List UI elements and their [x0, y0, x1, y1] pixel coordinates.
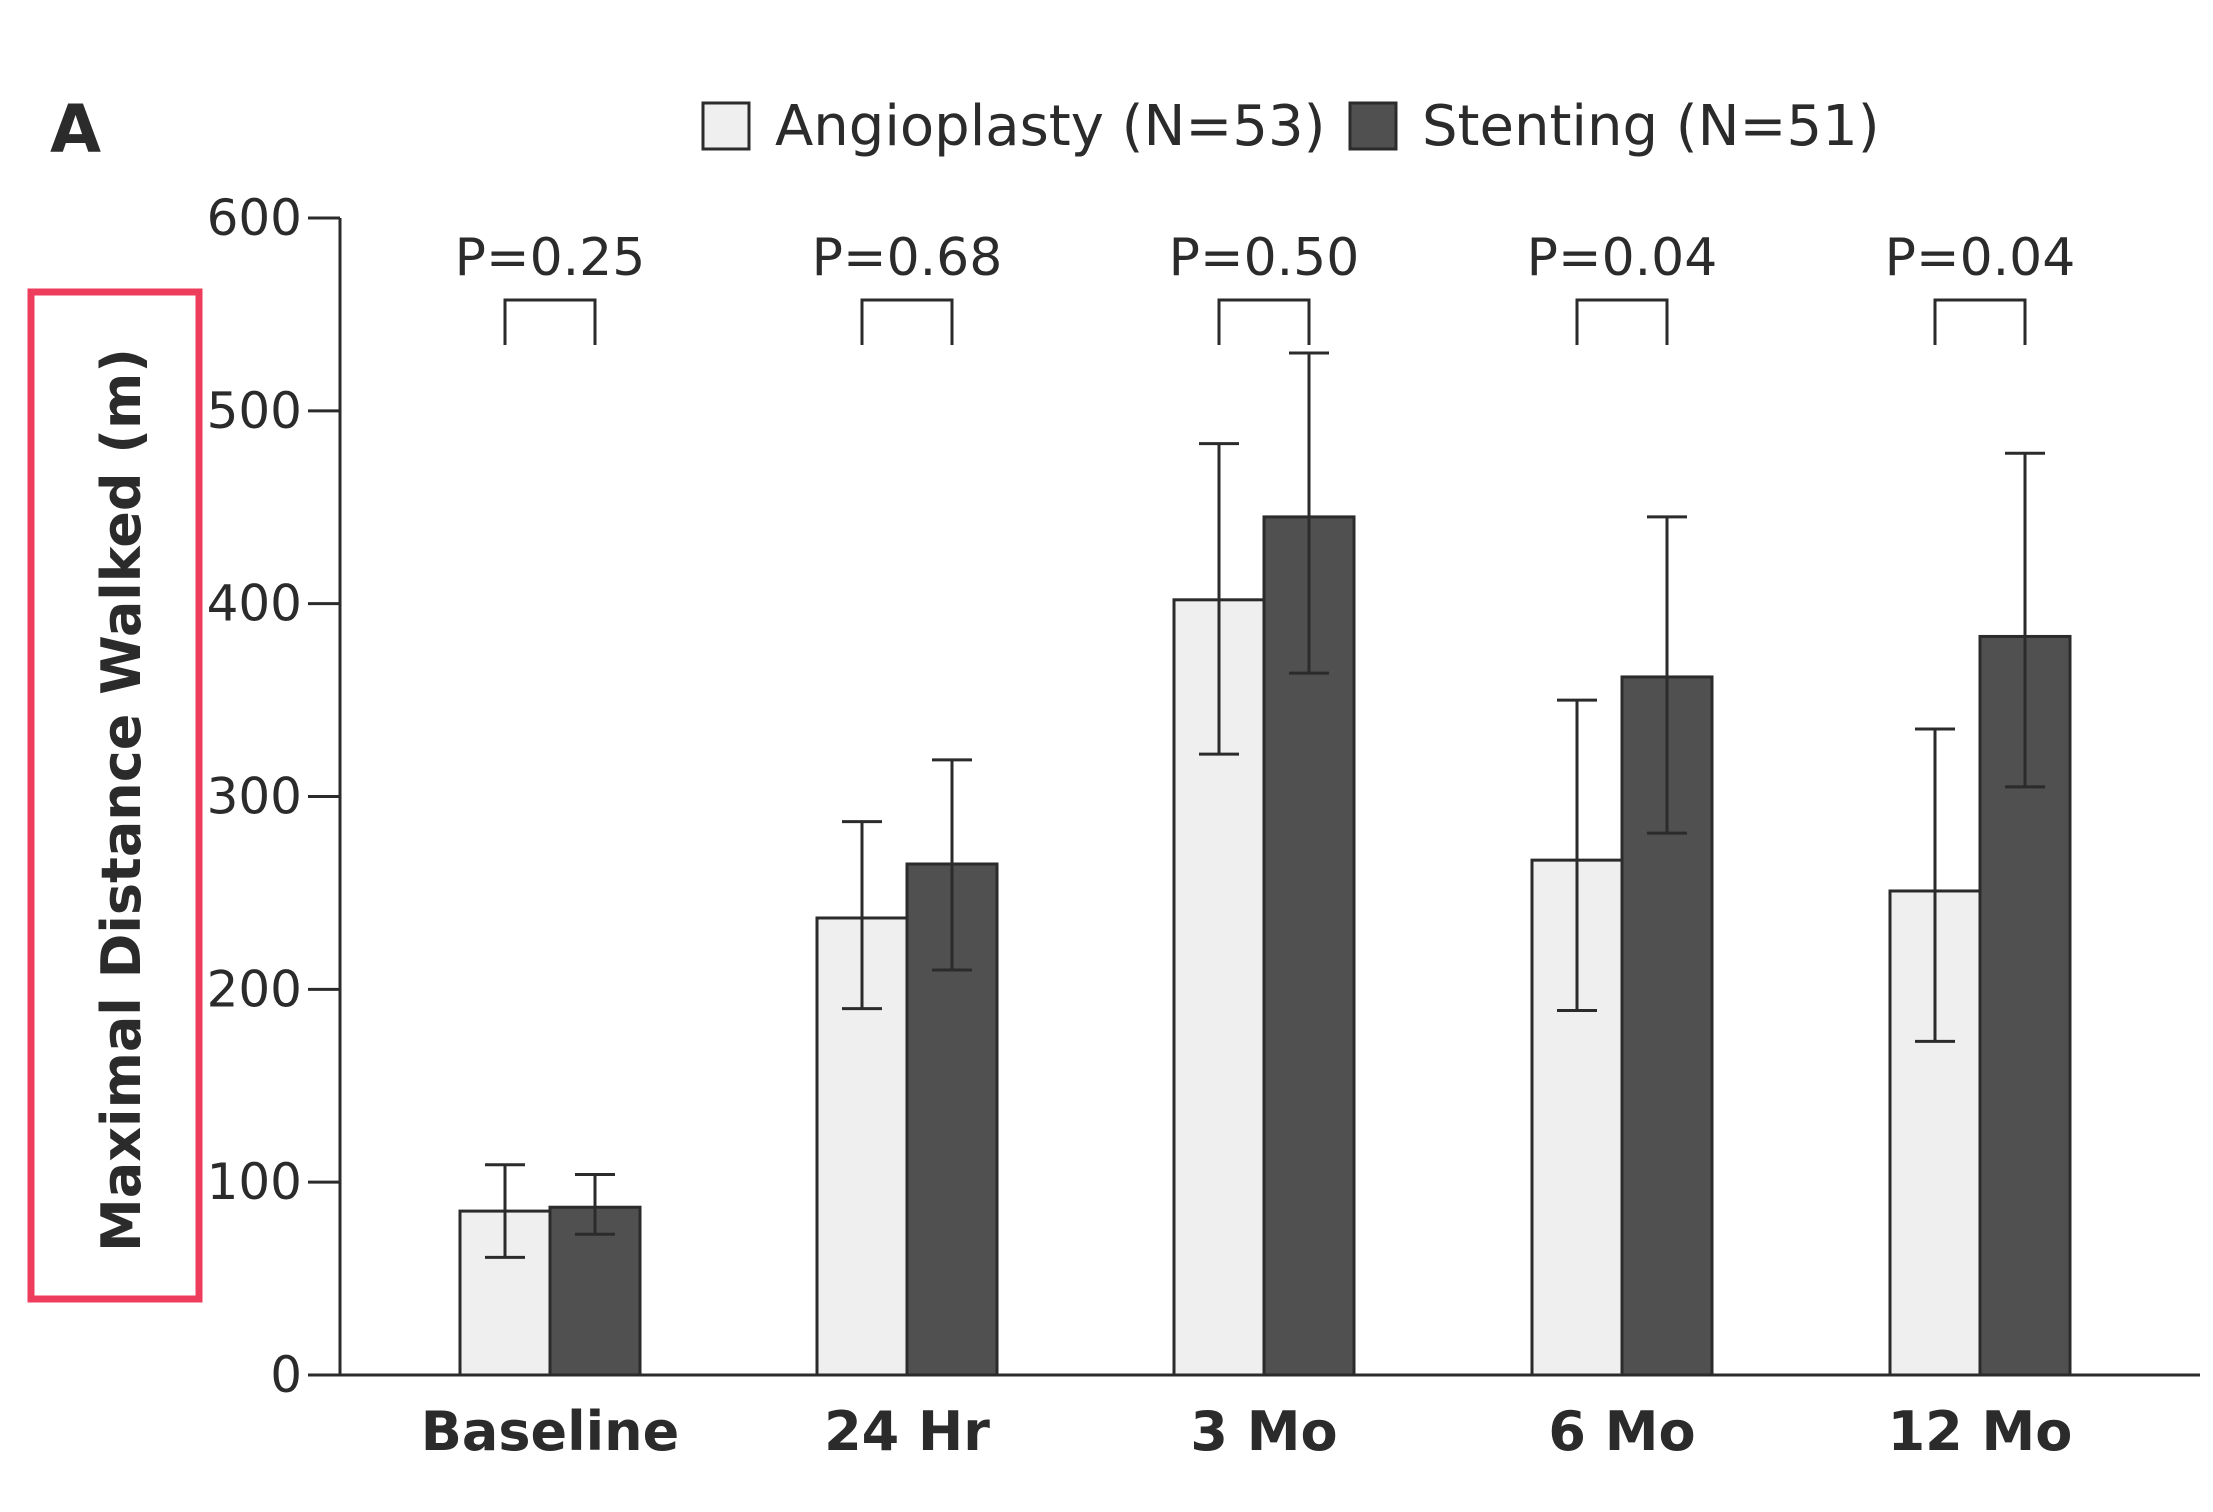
y-tick-label: 600 [207, 189, 302, 247]
p-value-label: P=0.50 [1169, 228, 1360, 288]
legend-label-angioplasty: Angioplasty (N=53) [775, 94, 1325, 159]
legend-swatch-stenting [1348, 101, 1398, 151]
legend-label-stenting: Stenting (N=51) [1422, 94, 1880, 159]
bars [458, 515, 2072, 1377]
y-axis-label-highlight [27, 288, 203, 1303]
p-value-brackets: P=0.25 P=0.68 P=0.50 P=0.04 P=0.04 [455, 228, 2076, 345]
y-tick-label: 0 [270, 1346, 302, 1404]
x-category-label: 24 Hr [824, 1400, 990, 1463]
p-value-bracket [860, 298, 954, 345]
error-bar-angioplasty [1199, 442, 1239, 756]
panel-label: A [50, 91, 101, 168]
x-category-label: 6 Mo [1548, 1400, 1695, 1463]
p-value-label: P=0.68 [812, 228, 1003, 288]
category-labels: Baseline 24 Hr 3 Mo 6 Mo 12 Mo [421, 1400, 2073, 1463]
legend: Angioplasty (N=53) Stenting (N=51) [701, 94, 1880, 159]
legend-swatch-angioplasty [701, 101, 751, 151]
error-bar-angioplasty [1557, 698, 1597, 1013]
x-category-label: Baseline [421, 1400, 679, 1463]
error-bar-stenting [932, 758, 972, 972]
error-bar-stenting [1289, 351, 1329, 675]
error-bar-stenting [2005, 451, 2045, 789]
p-value-bracket [1575, 298, 1669, 345]
x-category-label: 3 Mo [1190, 1400, 1337, 1463]
p-value-bracket [503, 298, 597, 345]
p-value-label: P=0.04 [1885, 228, 2076, 288]
p-value-label: P=0.25 [455, 228, 646, 288]
p-value-label: P=0.04 [1527, 228, 1718, 288]
error-bar-stenting [1647, 515, 1687, 835]
y-tick-label: 400 [207, 575, 302, 633]
y-tick-label: 500 [207, 382, 302, 440]
error-bar-stenting [575, 1172, 615, 1236]
p-value-bracket [1217, 298, 1311, 345]
x-category-label: 12 Mo [1888, 1400, 2073, 1463]
error-bars [485, 351, 2045, 1259]
axes: 0 100 200 300 400 500 600 [207, 189, 2200, 1404]
p-value-bracket [1933, 298, 2027, 345]
y-tick-label: 300 [207, 768, 302, 826]
error-bar-angioplasty [1915, 727, 1955, 1043]
y-tick-label: 100 [207, 1153, 302, 1211]
y-axis-label: Maximal Distance Walked (m) [90, 348, 153, 1252]
y-tick-label: 200 [207, 960, 302, 1018]
error-bar-angioplasty [842, 820, 882, 1011]
error-bar-angioplasty [485, 1163, 525, 1259]
